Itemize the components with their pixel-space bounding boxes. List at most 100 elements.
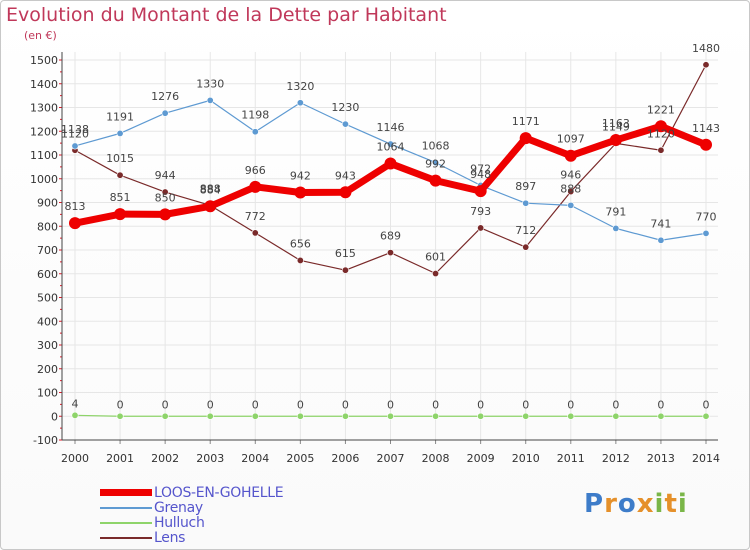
x-tick-label: 2005 [286,452,314,465]
x-tick-label: 2002 [151,452,179,465]
data-point [161,188,169,196]
data-point [206,96,214,104]
y-tick-label: 1100 [30,149,58,162]
data-point [386,412,394,420]
data-label: 1171 [512,115,540,128]
x-tick-label: 2006 [331,452,359,465]
data-point [702,412,710,420]
data-point [114,208,127,221]
chart-unit-label: (en €) [24,29,57,42]
data-label: 1068 [422,140,450,153]
data-label: 601 [425,251,446,264]
x-tick-label: 2007 [377,452,405,465]
data-point [432,270,440,278]
data-label: 1138 [61,123,89,136]
proxiti-logo: Proxiti [584,489,688,519]
data-point [204,200,217,213]
data-label: 1221 [647,103,675,116]
data-label: 1198 [241,109,269,122]
y-tick-label: 1400 [30,78,58,91]
x-tick-label: 2003 [196,452,224,465]
legend-item-hulluch: Hulluch [100,514,283,531]
data-label: 1330 [196,77,224,90]
data-label: 1480 [692,42,720,55]
y-tick-label: 200 [37,363,58,376]
x-tick-label: 2014 [692,452,720,465]
y-tick-label: 700 [37,244,58,257]
logo-letter: i [677,489,688,519]
data-label: 0 [703,398,710,411]
y-tick-label: 800 [37,220,58,233]
data-label: 1149 [602,120,630,133]
legend-item-lens: Lens [100,530,283,546]
data-label: 972 [470,162,491,175]
data-point [341,120,349,128]
data-label: 741 [650,217,671,230]
x-tick-label: 2004 [241,452,269,465]
data-label: 0 [567,398,574,411]
legend-swatch [100,536,152,539]
data-label: 851 [110,191,131,204]
data-label: 0 [117,398,124,411]
data-label: 4 [72,397,79,410]
chart-legend: LOOS-EN-GOHELLE Grenay Hulluch Lens [100,484,284,546]
data-label: 0 [297,398,304,411]
data-point [249,180,262,193]
data-point [341,266,349,274]
data-point [612,412,620,420]
data-label: 888 [200,182,221,195]
data-label: 946 [560,169,581,182]
data-point [339,186,352,199]
data-point [522,243,530,251]
data-point [429,174,442,187]
data-label: 0 [432,398,439,411]
data-label: 0 [162,398,169,411]
data-label: 791 [605,205,626,218]
logo-letter: P [584,489,605,519]
data-label: 772 [245,210,266,223]
data-point [522,199,530,207]
data-point [251,412,259,420]
x-tick-label: 2009 [467,452,495,465]
data-point [654,120,667,133]
data-point [161,109,169,117]
data-point [251,229,259,237]
data-point [161,412,169,420]
data-point [71,411,79,419]
data-label: 712 [515,224,536,237]
data-label: 884 [200,183,221,196]
data-label: 0 [387,398,394,411]
data-point [69,217,81,230]
x-tick-label: 2013 [647,452,675,465]
data-point [477,224,485,232]
data-point [251,128,259,136]
y-tick-label: 900 [37,197,58,210]
data-label: 888 [560,182,581,195]
data-point [567,412,575,420]
y-tick-label: 400 [37,315,58,328]
data-label: 793 [470,205,491,218]
y-tick-label: 500 [37,292,58,305]
y-tick-label: 1500 [30,54,58,67]
data-point [296,256,304,264]
data-label: 0 [657,398,664,411]
legend-swatch [100,506,152,509]
data-point [432,159,440,167]
y-tick-label: 0 [51,410,58,423]
data-point [341,412,349,420]
data-point [657,412,665,420]
data-label: 850 [155,191,176,204]
legend-label: LOOS-EN-GOHELLE [154,484,284,501]
x-tick-label: 2011 [557,452,585,465]
data-point [296,99,304,107]
data-point [702,229,710,237]
data-point [567,201,575,209]
data-label: 966 [245,164,266,177]
data-point [612,224,620,232]
y-tick-label: 1000 [30,173,58,186]
legend-label: Hulluch [154,514,205,531]
x-tick-label: 2008 [422,452,450,465]
data-label: 1276 [151,90,179,103]
